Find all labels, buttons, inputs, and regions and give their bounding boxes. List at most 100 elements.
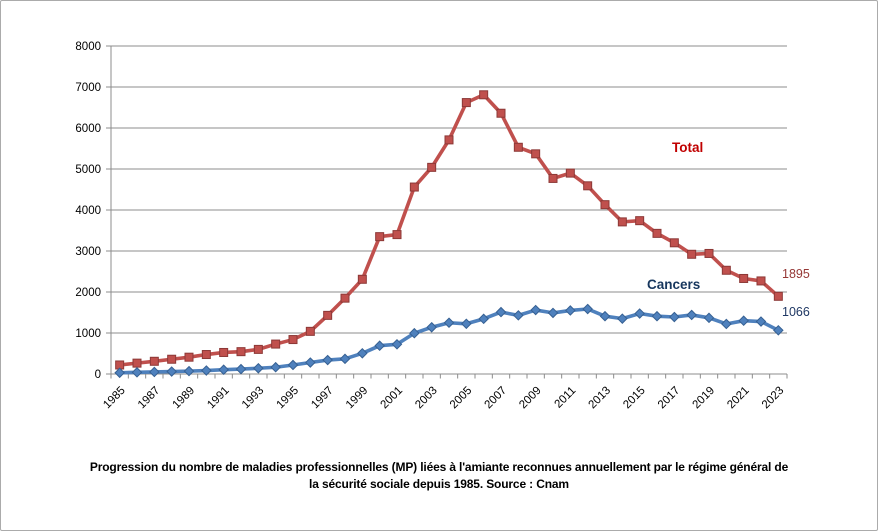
x-axis-label: 2001	[379, 385, 406, 412]
cancers-marker	[287, 359, 299, 371]
total-marker	[271, 339, 281, 349]
cancers-marker	[530, 304, 541, 316]
cancers-marker	[461, 318, 472, 330]
cancers-marker	[409, 327, 420, 339]
cancers-marker	[721, 318, 732, 330]
cancers-marker	[495, 306, 507, 318]
total-marker	[635, 216, 645, 226]
x-axis-label: 2023	[760, 385, 787, 412]
total-marker	[669, 238, 679, 248]
total-marker	[652, 228, 662, 238]
cancers-marker	[305, 357, 316, 368]
total-marker	[427, 162, 437, 172]
cancers-marker	[114, 367, 125, 379]
y-axis-label: 6000	[75, 123, 101, 135]
x-axis-label: 1993	[240, 385, 267, 412]
total-marker	[288, 335, 298, 345]
total-marker	[305, 326, 315, 336]
x-axis-label: 2005	[448, 385, 475, 412]
total-marker	[496, 108, 506, 118]
x-axis-label: 1997	[309, 385, 336, 412]
total-marker	[219, 347, 229, 357]
y-axis-label: 5000	[75, 164, 101, 176]
cancers-marker	[773, 324, 784, 336]
cancers-marker	[565, 305, 576, 316]
cancers-marker	[634, 308, 645, 319]
x-axis-label: 2019	[691, 385, 718, 412]
x-axis-label: 2009	[517, 385, 544, 412]
caption-line-1: Progression du nombre de maladies profes…	[89, 460, 789, 474]
x-axis-label: 1987	[136, 385, 163, 412]
total-marker	[201, 350, 211, 360]
x-axis-label: 1999	[344, 385, 371, 412]
x-axis-label: 1995	[275, 385, 302, 412]
cancers-marker	[391, 338, 403, 350]
cancers-marker	[339, 353, 351, 365]
total-marker	[687, 249, 697, 259]
cancers-marker	[547, 307, 559, 319]
cancers-marker	[738, 315, 749, 327]
x-axis-label: 2013	[587, 385, 614, 412]
cancers-marker	[201, 365, 212, 376]
total-marker	[739, 273, 749, 283]
cancers-marker	[253, 362, 264, 374]
x-axis-label: 1989	[171, 385, 198, 412]
cancers-marker	[235, 363, 247, 375]
cancers-series-label: Cancers	[647, 277, 701, 292]
total-marker	[479, 90, 489, 100]
cancers-marker	[582, 303, 593, 315]
total-marker	[704, 248, 714, 258]
total-marker	[236, 347, 246, 357]
total-marker	[461, 98, 471, 108]
total-marker	[513, 142, 523, 152]
total-marker	[617, 217, 627, 227]
total-marker	[548, 173, 558, 183]
total-marker	[184, 352, 194, 362]
y-axis-label: 0	[95, 369, 101, 381]
total-marker	[565, 168, 575, 178]
cancers-marker	[218, 364, 229, 376]
cancers-marker	[426, 321, 437, 333]
cancers-marker	[322, 354, 333, 366]
cancers-marker	[443, 317, 455, 329]
x-axis-label: 2021	[725, 385, 752, 412]
x-axis-label: 2011	[552, 385, 578, 411]
cancers-marker	[149, 366, 160, 378]
y-axis-label: 1000	[75, 328, 101, 340]
cancers-marker	[669, 311, 680, 323]
total-marker	[531, 149, 541, 159]
cancers-marker	[703, 312, 715, 324]
total-marker	[409, 182, 419, 192]
total-marker	[721, 265, 731, 275]
cancers-marker	[183, 365, 195, 377]
chart-caption: Progression du nombre de maladies profes…	[1, 459, 877, 493]
cancers-marker	[651, 310, 663, 322]
total-marker	[756, 276, 766, 286]
y-axis-label: 2000	[75, 287, 101, 299]
y-axis-label: 4000	[75, 205, 101, 217]
total-marker	[444, 135, 454, 145]
cancers-marker	[513, 310, 524, 321]
x-axis-label: 2007	[483, 385, 510, 412]
total-marker	[392, 230, 402, 240]
y-axis-label: 7000	[75, 82, 101, 94]
total-marker	[600, 200, 610, 210]
cancers-marker	[686, 309, 697, 321]
cancers-marker	[270, 361, 281, 373]
y-axis-label: 8000	[75, 41, 101, 53]
total-series-label: Total	[672, 140, 704, 155]
total-marker	[132, 358, 142, 368]
cancers-marker	[357, 347, 368, 359]
cancers-marker	[617, 313, 628, 324]
total-marker	[375, 232, 385, 242]
cancers-marker	[131, 367, 143, 378]
cancers-marker	[755, 316, 767, 327]
x-axis-label: 2003	[413, 385, 440, 412]
x-axis-label: 1991	[205, 385, 232, 412]
total-marker	[773, 291, 783, 301]
cancers-marker	[166, 366, 177, 377]
cancers-marker	[374, 340, 385, 352]
cancers-end-value-label: 1066	[782, 305, 810, 319]
